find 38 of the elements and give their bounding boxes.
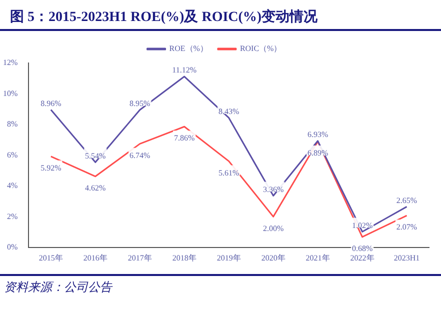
data-label: 2.07% xyxy=(396,222,418,232)
text: 资料来源：公司公告 xyxy=(4,279,114,296)
data-label: 1.02% xyxy=(352,220,373,230)
x-tick-label: 2022年 xyxy=(350,253,374,262)
x-tick-label: 2016年 xyxy=(83,253,108,262)
legend-label: ROE（%） xyxy=(169,44,208,54)
data-label: 8.95% xyxy=(130,98,151,108)
legend-label: ROIC（%） xyxy=(240,44,282,54)
x-tick-label: 2017年 xyxy=(128,253,152,262)
data-label: 0.68% xyxy=(352,244,373,254)
chart-title: 图 5：2015-2023H1 ROE(%)及 ROIC(%)变动情况 xyxy=(0,0,441,31)
x-tick-label: 2018年 xyxy=(172,253,196,262)
x-tick-label: 2015年 xyxy=(38,253,63,262)
y-tick-label: 0% xyxy=(6,242,18,252)
x-tick-label: 2019年 xyxy=(216,253,241,262)
data-label: 8.96% xyxy=(40,98,62,108)
data-label: 4.62% xyxy=(85,184,106,192)
data-label: 3.36% xyxy=(262,184,284,194)
y-tick-label: 6% xyxy=(6,150,18,160)
data-label: 6.74% xyxy=(130,150,151,160)
x-tick-label: 2021年 xyxy=(306,253,330,262)
x-tick-label: 2023H1 xyxy=(394,253,420,262)
data-label: 5.61% xyxy=(218,168,240,178)
y-tick-label: 12% xyxy=(2,58,18,68)
data-label: 2.65% xyxy=(396,196,418,205)
data-label: 7.86% xyxy=(174,134,196,143)
data-label: 6.89% xyxy=(307,148,328,158)
y-tick-label: 2% xyxy=(6,212,18,221)
x-tick-label: 2020年 xyxy=(261,253,286,262)
data-label: 5.54% xyxy=(85,151,106,160)
data-label: 8.43% xyxy=(218,106,240,116)
data-label: 2.00% xyxy=(262,224,284,233)
data-label: 11.12% xyxy=(172,66,197,75)
data-label: 5.92% xyxy=(40,164,62,173)
data-label: 6.93% xyxy=(307,130,328,140)
y-tick-label: 8% xyxy=(6,120,18,129)
y-tick-label: 4% xyxy=(6,181,18,190)
y-tick-label: 10% xyxy=(2,88,18,98)
